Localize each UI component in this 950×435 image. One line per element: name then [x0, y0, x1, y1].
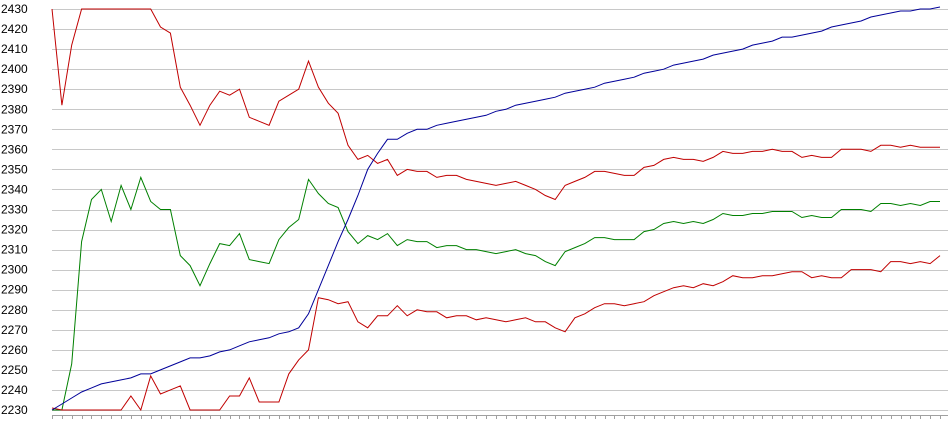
- y-tick-label: 2230: [1, 403, 28, 417]
- y-tick-label: 2290: [1, 283, 28, 297]
- y-tick-label: 2270: [1, 323, 28, 337]
- y-tick-label: 2320: [1, 223, 28, 237]
- y-tick-label: 2400: [1, 62, 28, 76]
- y-tick-label: 2260: [1, 343, 28, 357]
- series-lines: [51, 6, 941, 412]
- series-line-1: [51, 8, 940, 201]
- series-line-2: [52, 175, 940, 411]
- y-tick-labels: 2230 2240 2250 2260 2270 2280 2290 2300 2310 2320…: [1, 2, 28, 417]
- y-tick-label: 2300: [1, 263, 28, 277]
- y-tick-label: 2340: [1, 182, 28, 196]
- y-tick-label: 2350: [1, 162, 28, 176]
- y-tick-label: 2250: [1, 363, 28, 377]
- y-tick-label: 2390: [1, 82, 28, 96]
- y-tick-label: 2330: [1, 203, 28, 217]
- gridlines: [52, 9, 948, 411]
- y-tick-label: 2370: [1, 122, 28, 136]
- y-tick-label: 2280: [1, 303, 28, 317]
- y-tick-label: 2380: [1, 102, 28, 116]
- y-tick-label: 2240: [1, 383, 28, 397]
- y-tick-label: 2430: [1, 2, 28, 16]
- y-tick-label: 2420: [1, 22, 28, 36]
- series-line-3: [51, 255, 941, 412]
- axes: [52, 415, 948, 419]
- y-tick-label: 2310: [1, 243, 28, 257]
- y-tick-label: 2410: [1, 42, 28, 56]
- y-tick-label: 2360: [1, 142, 28, 156]
- series-line-4: [51, 6, 941, 411]
